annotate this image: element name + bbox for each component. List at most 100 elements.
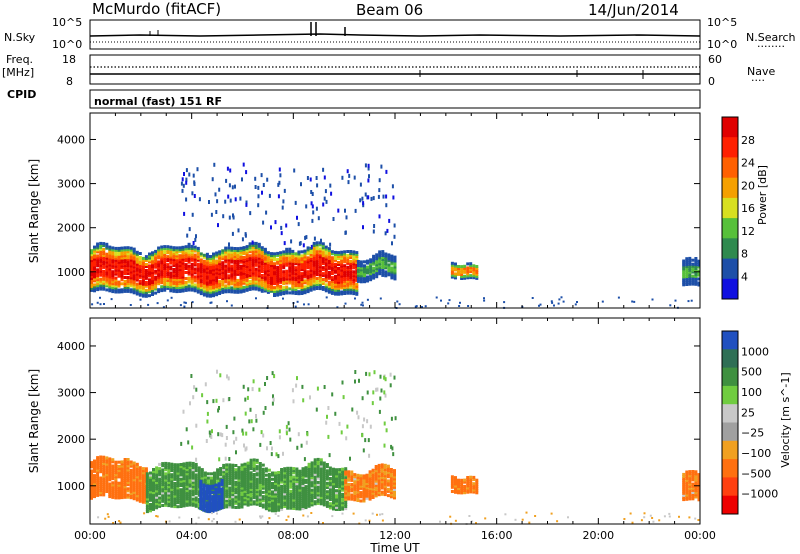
data-cell <box>255 481 259 485</box>
data-cell <box>93 476 96 480</box>
scatter-point <box>300 182 302 187</box>
data-cell <box>120 491 124 495</box>
data-cell <box>327 247 331 251</box>
data-cell <box>362 480 366 484</box>
data-cell <box>688 272 692 276</box>
data-cell <box>291 267 295 271</box>
scatter-point <box>384 231 387 236</box>
data-cell <box>161 483 165 487</box>
data-cell <box>346 287 350 291</box>
data-cell <box>359 280 363 284</box>
data-cell <box>164 503 168 507</box>
data-cell <box>218 260 222 264</box>
data-cell <box>469 274 473 278</box>
data-cell <box>310 478 314 482</box>
data-cell <box>685 470 689 474</box>
data-cell <box>288 261 292 265</box>
colorbar-swatch <box>722 177 738 199</box>
data-cell <box>178 282 182 285</box>
data-cell <box>90 265 93 269</box>
data-cell <box>243 487 247 491</box>
data-cell <box>218 280 222 284</box>
data-cell <box>472 482 476 486</box>
data-cell <box>158 483 162 487</box>
data-cell <box>237 466 241 470</box>
data-cell <box>111 468 115 472</box>
data-cell <box>335 474 338 478</box>
data-cell <box>169 255 173 259</box>
scatter-point <box>643 512 646 515</box>
freq-tick-top: 18 <box>62 53 76 66</box>
data-cell <box>114 280 118 284</box>
data-cell <box>148 282 151 286</box>
data-cell <box>161 493 165 497</box>
data-cell <box>93 287 96 291</box>
data-cell <box>96 278 100 282</box>
data-cell <box>220 479 224 482</box>
data-cell <box>691 266 695 270</box>
data-cell <box>356 475 360 479</box>
data-cell <box>277 477 281 481</box>
data-cell <box>343 256 347 260</box>
data-cell <box>93 249 96 253</box>
scatter-point <box>155 515 158 517</box>
scatter-point <box>435 296 438 299</box>
scatter-point <box>119 521 122 524</box>
scatter-point <box>210 435 213 439</box>
data-cell <box>141 479 145 483</box>
scatter-point <box>255 418 258 423</box>
data-cell <box>108 269 112 273</box>
data-cell <box>117 475 121 479</box>
data-cell <box>188 474 192 478</box>
data-cell <box>390 268 394 272</box>
data-cell <box>93 285 96 289</box>
data-cell <box>280 491 284 495</box>
data-cell <box>181 265 185 269</box>
colorbar-swatch <box>722 238 738 259</box>
data-cell <box>172 285 176 289</box>
data-cell <box>365 473 369 477</box>
data-cell <box>340 260 344 264</box>
data-cell <box>148 268 151 272</box>
scatter-point <box>302 514 305 517</box>
data-cell <box>167 495 171 499</box>
data-cell <box>255 500 259 504</box>
data-cell <box>356 266 360 269</box>
data-cell <box>176 499 180 502</box>
data-cell <box>257 246 261 250</box>
data-cell <box>129 278 133 282</box>
data-cell <box>283 471 287 475</box>
data-cell <box>283 486 287 490</box>
scatter-point <box>631 300 634 303</box>
data-cell <box>312 269 316 273</box>
data-cell <box>172 268 176 271</box>
data-cell <box>234 480 238 484</box>
scatter-point <box>231 231 234 236</box>
data-cell <box>96 244 100 248</box>
data-cell <box>319 496 323 499</box>
data-cell <box>193 289 197 293</box>
data-cell <box>264 473 268 477</box>
data-cell <box>335 478 338 482</box>
data-cell <box>697 494 701 498</box>
data-cell <box>325 463 329 466</box>
data-cell <box>202 269 206 273</box>
data-cell <box>240 499 244 503</box>
data-cell <box>685 485 689 489</box>
data-cell <box>260 279 264 283</box>
data-cell <box>292 502 296 506</box>
scatter-point <box>341 512 344 515</box>
data-cell <box>349 287 353 291</box>
data-cell <box>237 476 241 480</box>
scatter-point <box>251 240 254 245</box>
data-cell <box>129 264 133 268</box>
data-cell <box>469 490 473 494</box>
data-cell <box>108 476 112 480</box>
data-cell <box>271 492 274 496</box>
data-cell <box>389 495 393 499</box>
data-cell <box>102 287 106 291</box>
data-cell <box>190 284 194 288</box>
data-cell <box>258 476 262 480</box>
data-cell <box>688 280 692 284</box>
data-cell <box>697 485 701 489</box>
